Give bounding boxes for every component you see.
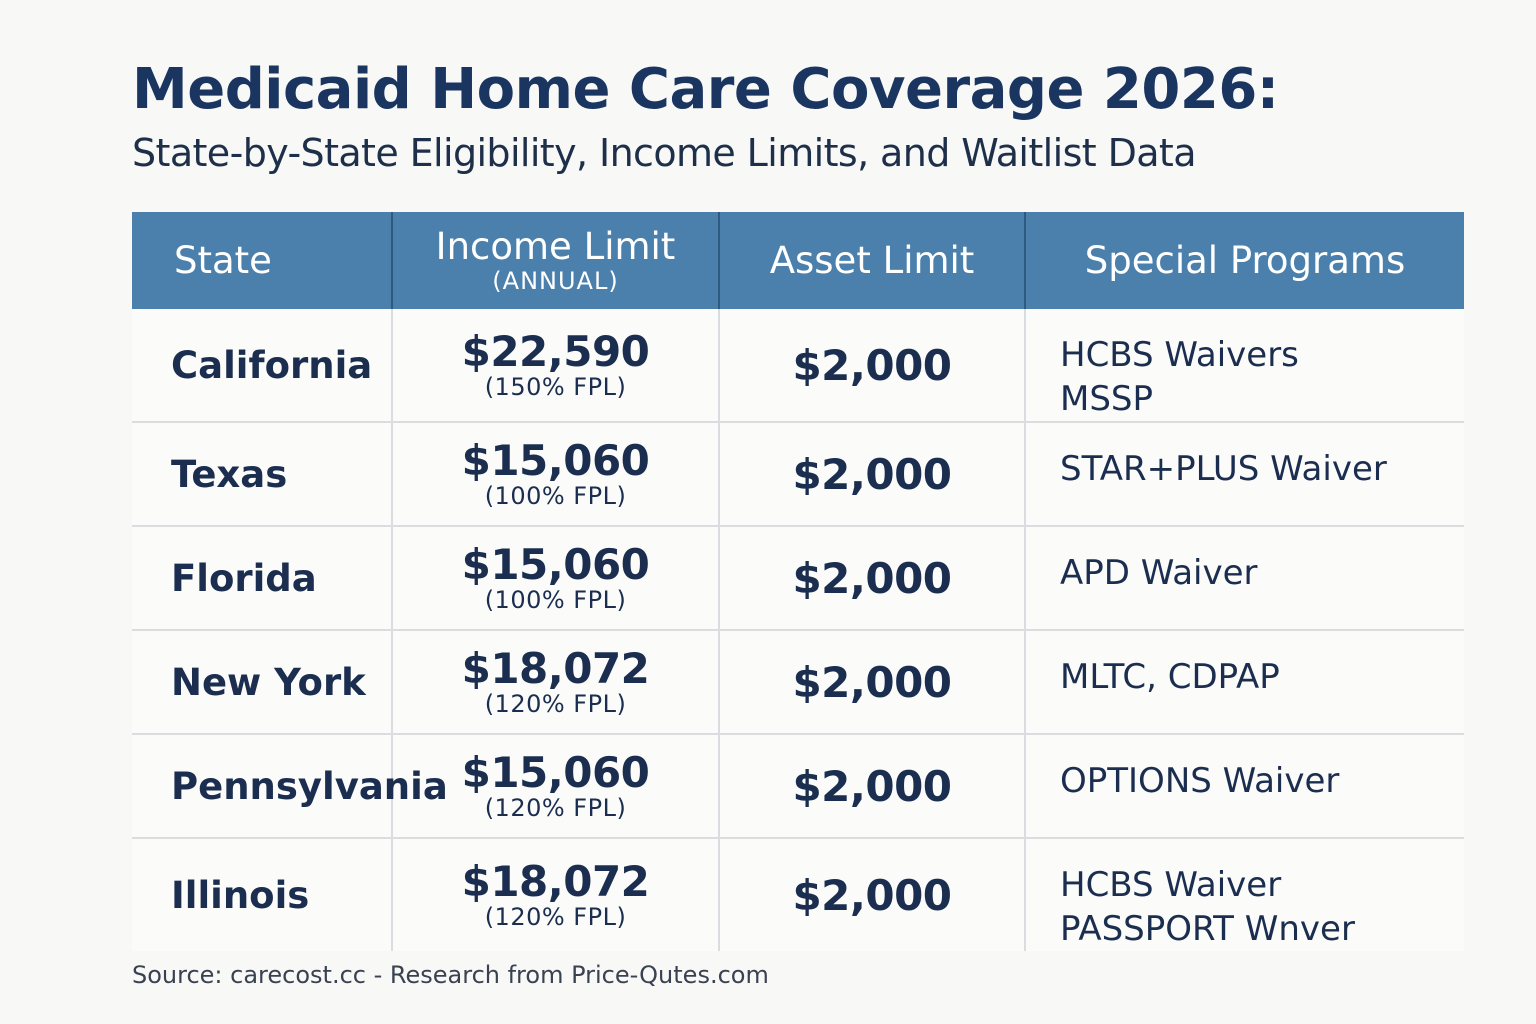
state-name: California — [132, 309, 393, 423]
income-cell: $15,060 (100% FPL) — [392, 526, 720, 631]
income-fpl: (120% FPL) — [484, 794, 627, 822]
header-income-sub: (ANNUAL) — [492, 266, 619, 295]
programs-cell: OPTIONS Waiver — [1025, 734, 1464, 839]
income-fpl: (100% FPL) — [484, 482, 627, 510]
header-income-label: Income Limit — [435, 224, 676, 268]
page-subtitle: State-by-State Eligibility, Income Limit… — [132, 131, 1197, 175]
asset-limit: $2,000 — [719, 838, 1026, 951]
income-fpl: (100% FPL) — [484, 586, 627, 614]
programs-cell: HCBS Waiver PASSPORT Wnver — [1025, 838, 1464, 951]
asset-limit: $2,000 — [719, 309, 1026, 423]
table-row: Florida $15,060 (100% FPL) $2,000 APD Wa… — [132, 526, 1464, 631]
income-amount: $22,590 — [461, 327, 650, 376]
program-name: OPTIONS Waiver — [1060, 761, 1340, 801]
income-cell: $18,072 (120% FPL) — [392, 630, 720, 735]
program-name: STAR+PLUS Waiver — [1060, 449, 1387, 489]
programs-cell: APD Waiver — [1025, 526, 1464, 631]
programs-cell: HCBS Waivers MSSP — [1025, 309, 1464, 423]
table-row: Pennsylvania $15,060 (120% FPL) $2,000 O… — [132, 734, 1464, 839]
header-programs: Special Programs — [1025, 212, 1464, 309]
header-income: Income Limit (ANNUAL) — [392, 212, 720, 309]
state-name: Texas — [132, 422, 393, 527]
asset-limit: $2,000 — [719, 526, 1026, 631]
programs-cell: STAR+PLUS Waiver — [1025, 422, 1464, 527]
asset-limit: $2,000 — [719, 630, 1026, 735]
asset-limit: $2,000 — [719, 422, 1026, 527]
header-asset: Asset Limit — [719, 212, 1026, 309]
source-note: Source: carecost.cc - Research from Pric… — [132, 961, 769, 989]
state-name: Florida — [132, 526, 393, 631]
table-row: New York $18,072 (120% FPL) $2,000 MLTC,… — [132, 630, 1464, 735]
table-row: Illinois $18,072 (120% FPL) $2,000 HCBS … — [132, 838, 1464, 951]
income-cell: $15,060 (100% FPL) — [392, 422, 720, 527]
program-name: MLTC, CDPAP — [1060, 657, 1280, 697]
table-row: Texas $15,060 (100% FPL) $2,000 STAR+PLU… — [132, 422, 1464, 527]
state-name: New York — [132, 630, 393, 735]
header-state: State — [132, 212, 393, 309]
income-amount: $15,060 — [461, 540, 650, 589]
income-cell: $15,060 (120% FPL) — [392, 734, 720, 839]
program-name: APD Waiver — [1060, 553, 1258, 593]
program-name: PASSPORT Wnver — [1060, 909, 1355, 949]
state-name: Pennsylvania — [132, 734, 448, 839]
programs-cell: MLTC, CDPAP — [1025, 630, 1464, 735]
program-name: MSSP — [1060, 379, 1154, 419]
income-amount: $15,060 — [461, 748, 650, 797]
income-amount: $18,072 — [461, 644, 650, 693]
income-cell: $22,590 (150% FPL) — [392, 309, 720, 423]
asset-limit: $2,000 — [719, 734, 1026, 839]
program-name: HCBS Waivers — [1060, 335, 1299, 375]
income-fpl: (120% FPL) — [484, 903, 627, 931]
income-amount: $15,060 — [461, 436, 650, 485]
income-fpl: (150% FPL) — [484, 373, 627, 401]
table-row: California $22,590 (150% FPL) $2,000 HCB… — [132, 309, 1464, 423]
income-amount: $18,072 — [461, 857, 650, 906]
coverage-table: State Income Limit (ANNUAL) Asset Limit … — [132, 212, 1464, 951]
income-cell: $18,072 (120% FPL) — [392, 838, 720, 951]
income-fpl: (120% FPL) — [484, 690, 627, 718]
table-header-row: State Income Limit (ANNUAL) Asset Limit … — [132, 212, 1464, 309]
state-name: Illinois — [132, 838, 393, 951]
page-title: Medicaid Home Care Coverage 2026: — [132, 57, 1279, 122]
program-name: HCBS Waiver — [1060, 865, 1282, 905]
